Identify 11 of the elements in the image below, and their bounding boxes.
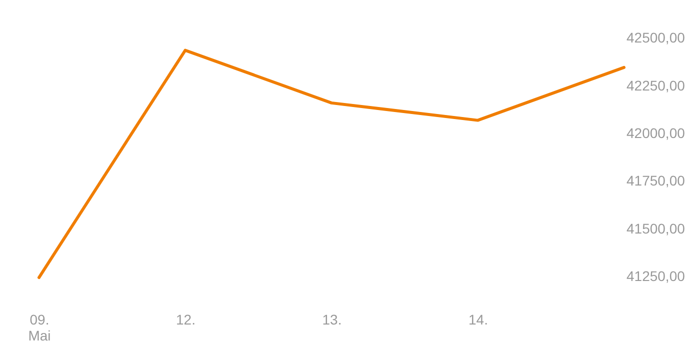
line-series	[38, 48, 626, 280]
y-tick-label: 41750,00	[626, 172, 686, 189]
y-tick-label: 42000,00	[626, 124, 686, 141]
x-tick-label: 14.	[468, 312, 488, 328]
y-tick-label: 41250,00	[626, 268, 686, 284]
x-tick-label: 13.	[322, 312, 342, 328]
y-tick-label: 42500,00	[626, 30, 686, 46]
y-tick-label: 41500,00	[626, 220, 686, 236]
x-tick-label: 09. Mai	[28, 312, 51, 344]
y-tick-label: 42250,00	[626, 77, 686, 94]
x-tick-label: 12.	[176, 312, 196, 328]
